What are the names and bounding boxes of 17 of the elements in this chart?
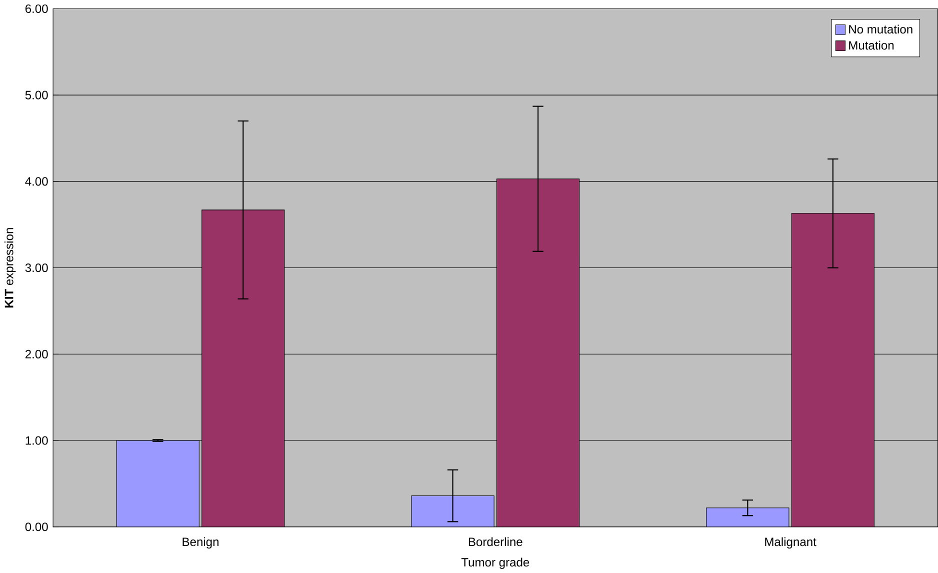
y-tick-label: 4.00	[25, 176, 48, 186]
bar	[791, 212, 874, 527]
y-tick-label: 3.00	[25, 263, 48, 272]
legend-label: No mutation	[849, 24, 912, 34]
x-axis-title: Tumor grade	[461, 558, 530, 569]
y-tick-label: 5.00	[25, 90, 48, 100]
y-tick-label: 0.00	[25, 522, 48, 531]
y-axis-title: KIT expression	[4, 228, 16, 308]
y-tick-label: 6.00	[25, 4, 48, 13]
legend-label: Mutation	[849, 40, 894, 50]
bar	[202, 209, 285, 527]
bar	[496, 178, 580, 527]
y-tick-label: 1.00	[26, 436, 48, 445]
x-tick-label: Borderline	[468, 537, 522, 546]
y-tick-label: 2.00	[25, 350, 48, 358]
x-tick-label: Malignant	[765, 537, 816, 548]
x-tick-label: Benign	[182, 537, 218, 548]
